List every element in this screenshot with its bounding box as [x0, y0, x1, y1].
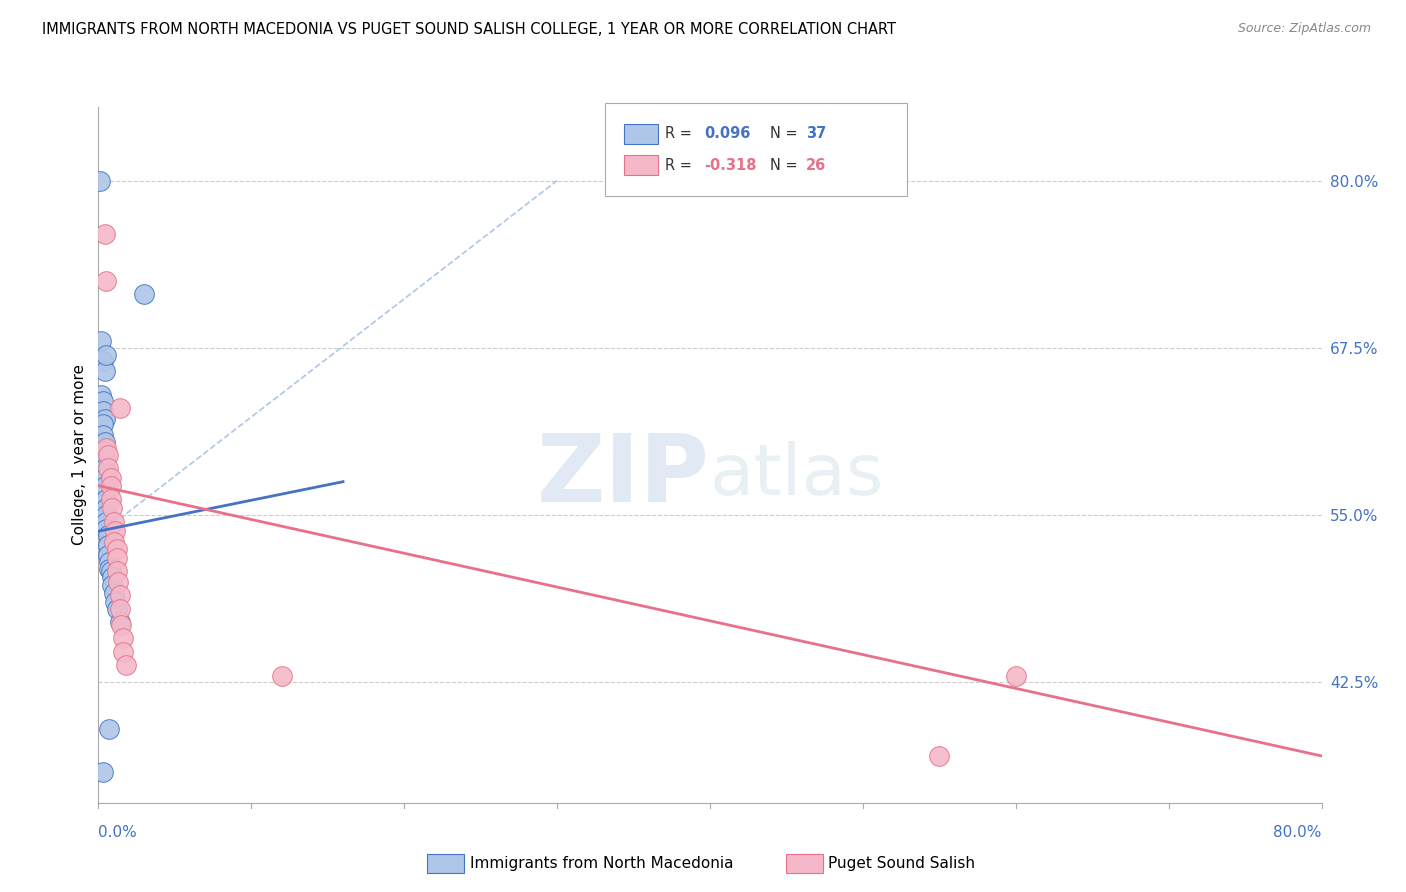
- Point: [100, 492, 122, 507]
- Point: [98, 555, 121, 569]
- Point: [93, 364, 115, 378]
- Point: [89, 174, 111, 188]
- Point: [105, 541, 128, 556]
- Point: [91, 417, 114, 432]
- Point: [928, 749, 950, 764]
- Text: 37: 37: [806, 127, 825, 141]
- Text: 80.0%: 80.0%: [1274, 825, 1322, 840]
- Text: R =: R =: [665, 127, 696, 141]
- Point: [93, 412, 115, 426]
- Point: [97, 528, 120, 542]
- Point: [97, 548, 120, 563]
- Point: [97, 448, 120, 462]
- Point: [94, 501, 117, 516]
- Point: [94, 348, 117, 362]
- Point: [90, 334, 112, 349]
- Point: [94, 522, 117, 536]
- Point: [104, 524, 127, 539]
- Point: [94, 492, 117, 507]
- Text: ZIP: ZIP: [537, 430, 710, 522]
- Point: [270, 669, 292, 683]
- Text: IMMIGRANTS FROM NORTH MACEDONIA VS PUGET SOUND SALISH COLLEGE, 1 YEAR OR MORE CO: IMMIGRANTS FROM NORTH MACEDONIA VS PUGET…: [42, 22, 896, 37]
- Point: [94, 442, 117, 456]
- Point: [93, 434, 115, 449]
- Point: [98, 562, 121, 576]
- Point: [93, 452, 115, 467]
- Point: [105, 602, 128, 616]
- Point: [108, 602, 131, 616]
- Point: [104, 595, 127, 609]
- Text: R =: R =: [665, 158, 696, 172]
- Point: [94, 508, 117, 523]
- Point: [103, 535, 125, 549]
- Point: [93, 479, 115, 493]
- Point: [90, 388, 112, 402]
- Text: Immigrants from North Macedonia: Immigrants from North Macedonia: [470, 856, 733, 871]
- Point: [93, 227, 115, 242]
- Point: [134, 287, 156, 301]
- Point: [100, 471, 122, 485]
- Y-axis label: College, 1 year or more: College, 1 year or more: [72, 365, 87, 545]
- Text: Puget Sound Salish: Puget Sound Salish: [828, 856, 976, 871]
- Point: [91, 428, 114, 442]
- Point: [111, 645, 134, 659]
- Point: [110, 617, 132, 632]
- Point: [94, 274, 117, 288]
- Text: Source: ZipAtlas.com: Source: ZipAtlas.com: [1237, 22, 1371, 36]
- Point: [108, 615, 131, 630]
- Point: [100, 565, 122, 579]
- Point: [103, 515, 125, 529]
- Text: 0.0%: 0.0%: [98, 825, 138, 840]
- Point: [93, 461, 115, 475]
- Point: [101, 570, 124, 584]
- Point: [111, 632, 134, 646]
- Point: [91, 444, 114, 458]
- Point: [91, 394, 114, 409]
- Text: N =: N =: [770, 158, 803, 172]
- Point: [107, 575, 129, 590]
- Point: [91, 354, 114, 368]
- Text: 0.096: 0.096: [704, 127, 751, 141]
- Point: [101, 501, 124, 516]
- Point: [105, 565, 128, 579]
- Point: [103, 586, 125, 600]
- Text: -0.318: -0.318: [704, 158, 756, 172]
- Point: [97, 461, 120, 475]
- Point: [91, 765, 114, 780]
- Point: [100, 479, 122, 493]
- Text: 26: 26: [806, 158, 825, 172]
- Point: [105, 551, 128, 566]
- Text: N =: N =: [770, 127, 803, 141]
- Point: [91, 404, 114, 418]
- Point: [108, 589, 131, 603]
- Point: [94, 515, 117, 529]
- Point: [108, 401, 131, 416]
- Point: [93, 471, 115, 485]
- Point: [115, 658, 138, 673]
- Point: [97, 537, 120, 551]
- Point: [101, 578, 124, 592]
- Text: atlas: atlas: [710, 442, 884, 510]
- Point: [1004, 669, 1026, 683]
- Point: [98, 723, 121, 737]
